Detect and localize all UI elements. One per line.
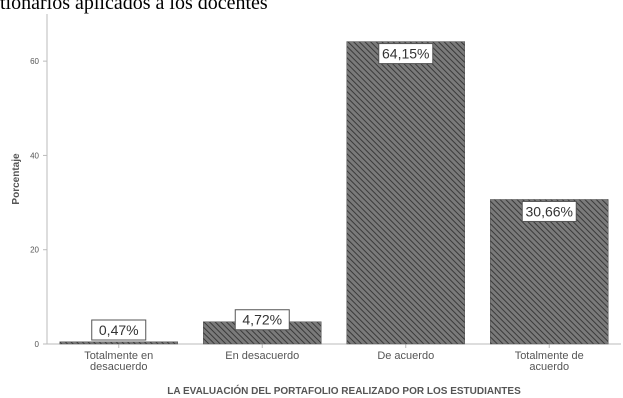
x-tick-label: En desacuerdo: [225, 350, 299, 362]
bar: [59, 341, 178, 345]
chart-bars: [59, 41, 609, 345]
y-tick-label: 0: [35, 340, 40, 349]
data-label: 4,72%: [242, 312, 282, 328]
bar: [490, 199, 609, 345]
y-axis-title: Porcentaje: [11, 153, 22, 205]
y-tick-label: 40: [30, 151, 39, 160]
data-label-box: [234, 309, 290, 331]
data-label-box: [91, 319, 147, 341]
x-tick-label: De acuerdo: [377, 350, 434, 362]
chart-axes: 0 20 40 60 Porcentaje LA EVALUACIÓN DEL PORTA…: [11, 14, 621, 397]
data-label: 64,15%: [382, 46, 429, 62]
data-label: 30,66%: [526, 203, 573, 219]
caption-text: tionarios aplicados a los docentes: [0, 0, 268, 14]
y-tick-label: 60: [30, 57, 39, 66]
chart-labels: Totalmente en desacuerdo 0,47% En desacuerd…: [84, 43, 584, 373]
y-tick-label: 20: [30, 246, 39, 255]
data-label-box: [521, 200, 577, 222]
data-label-box: [378, 43, 434, 65]
x-tick-label: Totalmente en desacuerdo: [84, 350, 153, 373]
x-tick-label: Totalmente de acuerdo: [515, 350, 584, 373]
data-label: 0,47%: [99, 322, 139, 338]
bar: [346, 41, 465, 345]
x-axis-title: LA EVALUACIÓN DEL PORTAFOLIO REALIZADO P…: [167, 384, 521, 397]
